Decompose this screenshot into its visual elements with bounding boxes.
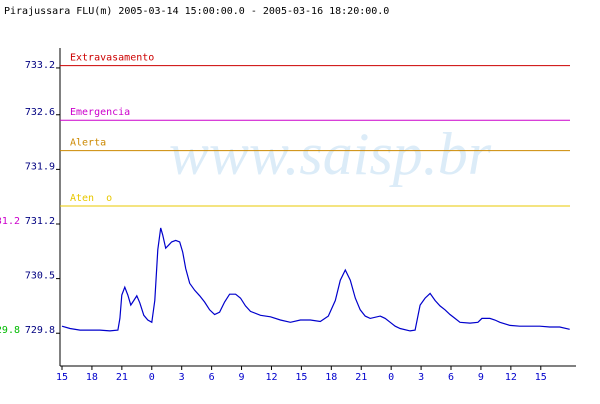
x-tick-label: 18 xyxy=(325,372,337,383)
y-tick-label: 732.6 xyxy=(25,107,55,118)
y-tick-label: 729.8 xyxy=(25,325,55,336)
x-tick-label: 15 xyxy=(56,372,68,383)
chart-title: Pirajussara FLU(m) 2005-03-14 15:00:00.0… xyxy=(4,6,389,17)
x-tick-label: 0 xyxy=(149,372,155,383)
threshold-label: Aten o xyxy=(70,193,112,204)
threshold-label: Emergencia xyxy=(70,107,130,118)
x-tick-label: 3 xyxy=(179,372,185,383)
min-label: 729.8 xyxy=(0,325,20,336)
data-line xyxy=(61,227,570,332)
x-tick-label: 21 xyxy=(355,372,367,383)
threshold-label: Alerta xyxy=(70,138,106,149)
y-tick-label: 730.5 xyxy=(25,271,55,282)
x-tick-label: 15 xyxy=(295,372,307,383)
x-tick-label: 9 xyxy=(239,372,245,383)
y-tick-label: 731.9 xyxy=(25,161,55,172)
watermark: www.saisp.br xyxy=(169,121,492,187)
x-tick-label: 15 xyxy=(535,372,547,383)
y-tick-label: 731.2 xyxy=(25,216,55,227)
x-tick-label: 12 xyxy=(505,372,517,383)
x-tick-label: 18 xyxy=(86,372,98,383)
x-tick-label: 6 xyxy=(209,372,215,383)
x-tick-label: 12 xyxy=(265,372,277,383)
x-tick-label: 3 xyxy=(418,372,424,383)
x-tick-label: 9 xyxy=(478,372,484,383)
x-tick-label: 21 xyxy=(116,372,128,383)
max-label: 731.2 xyxy=(0,216,20,227)
x-tick-label: 0 xyxy=(388,372,394,383)
threshold-label: Extravasamento xyxy=(70,53,154,64)
y-tick-label: 733.2 xyxy=(25,60,55,71)
x-tick-label: 6 xyxy=(448,372,454,383)
